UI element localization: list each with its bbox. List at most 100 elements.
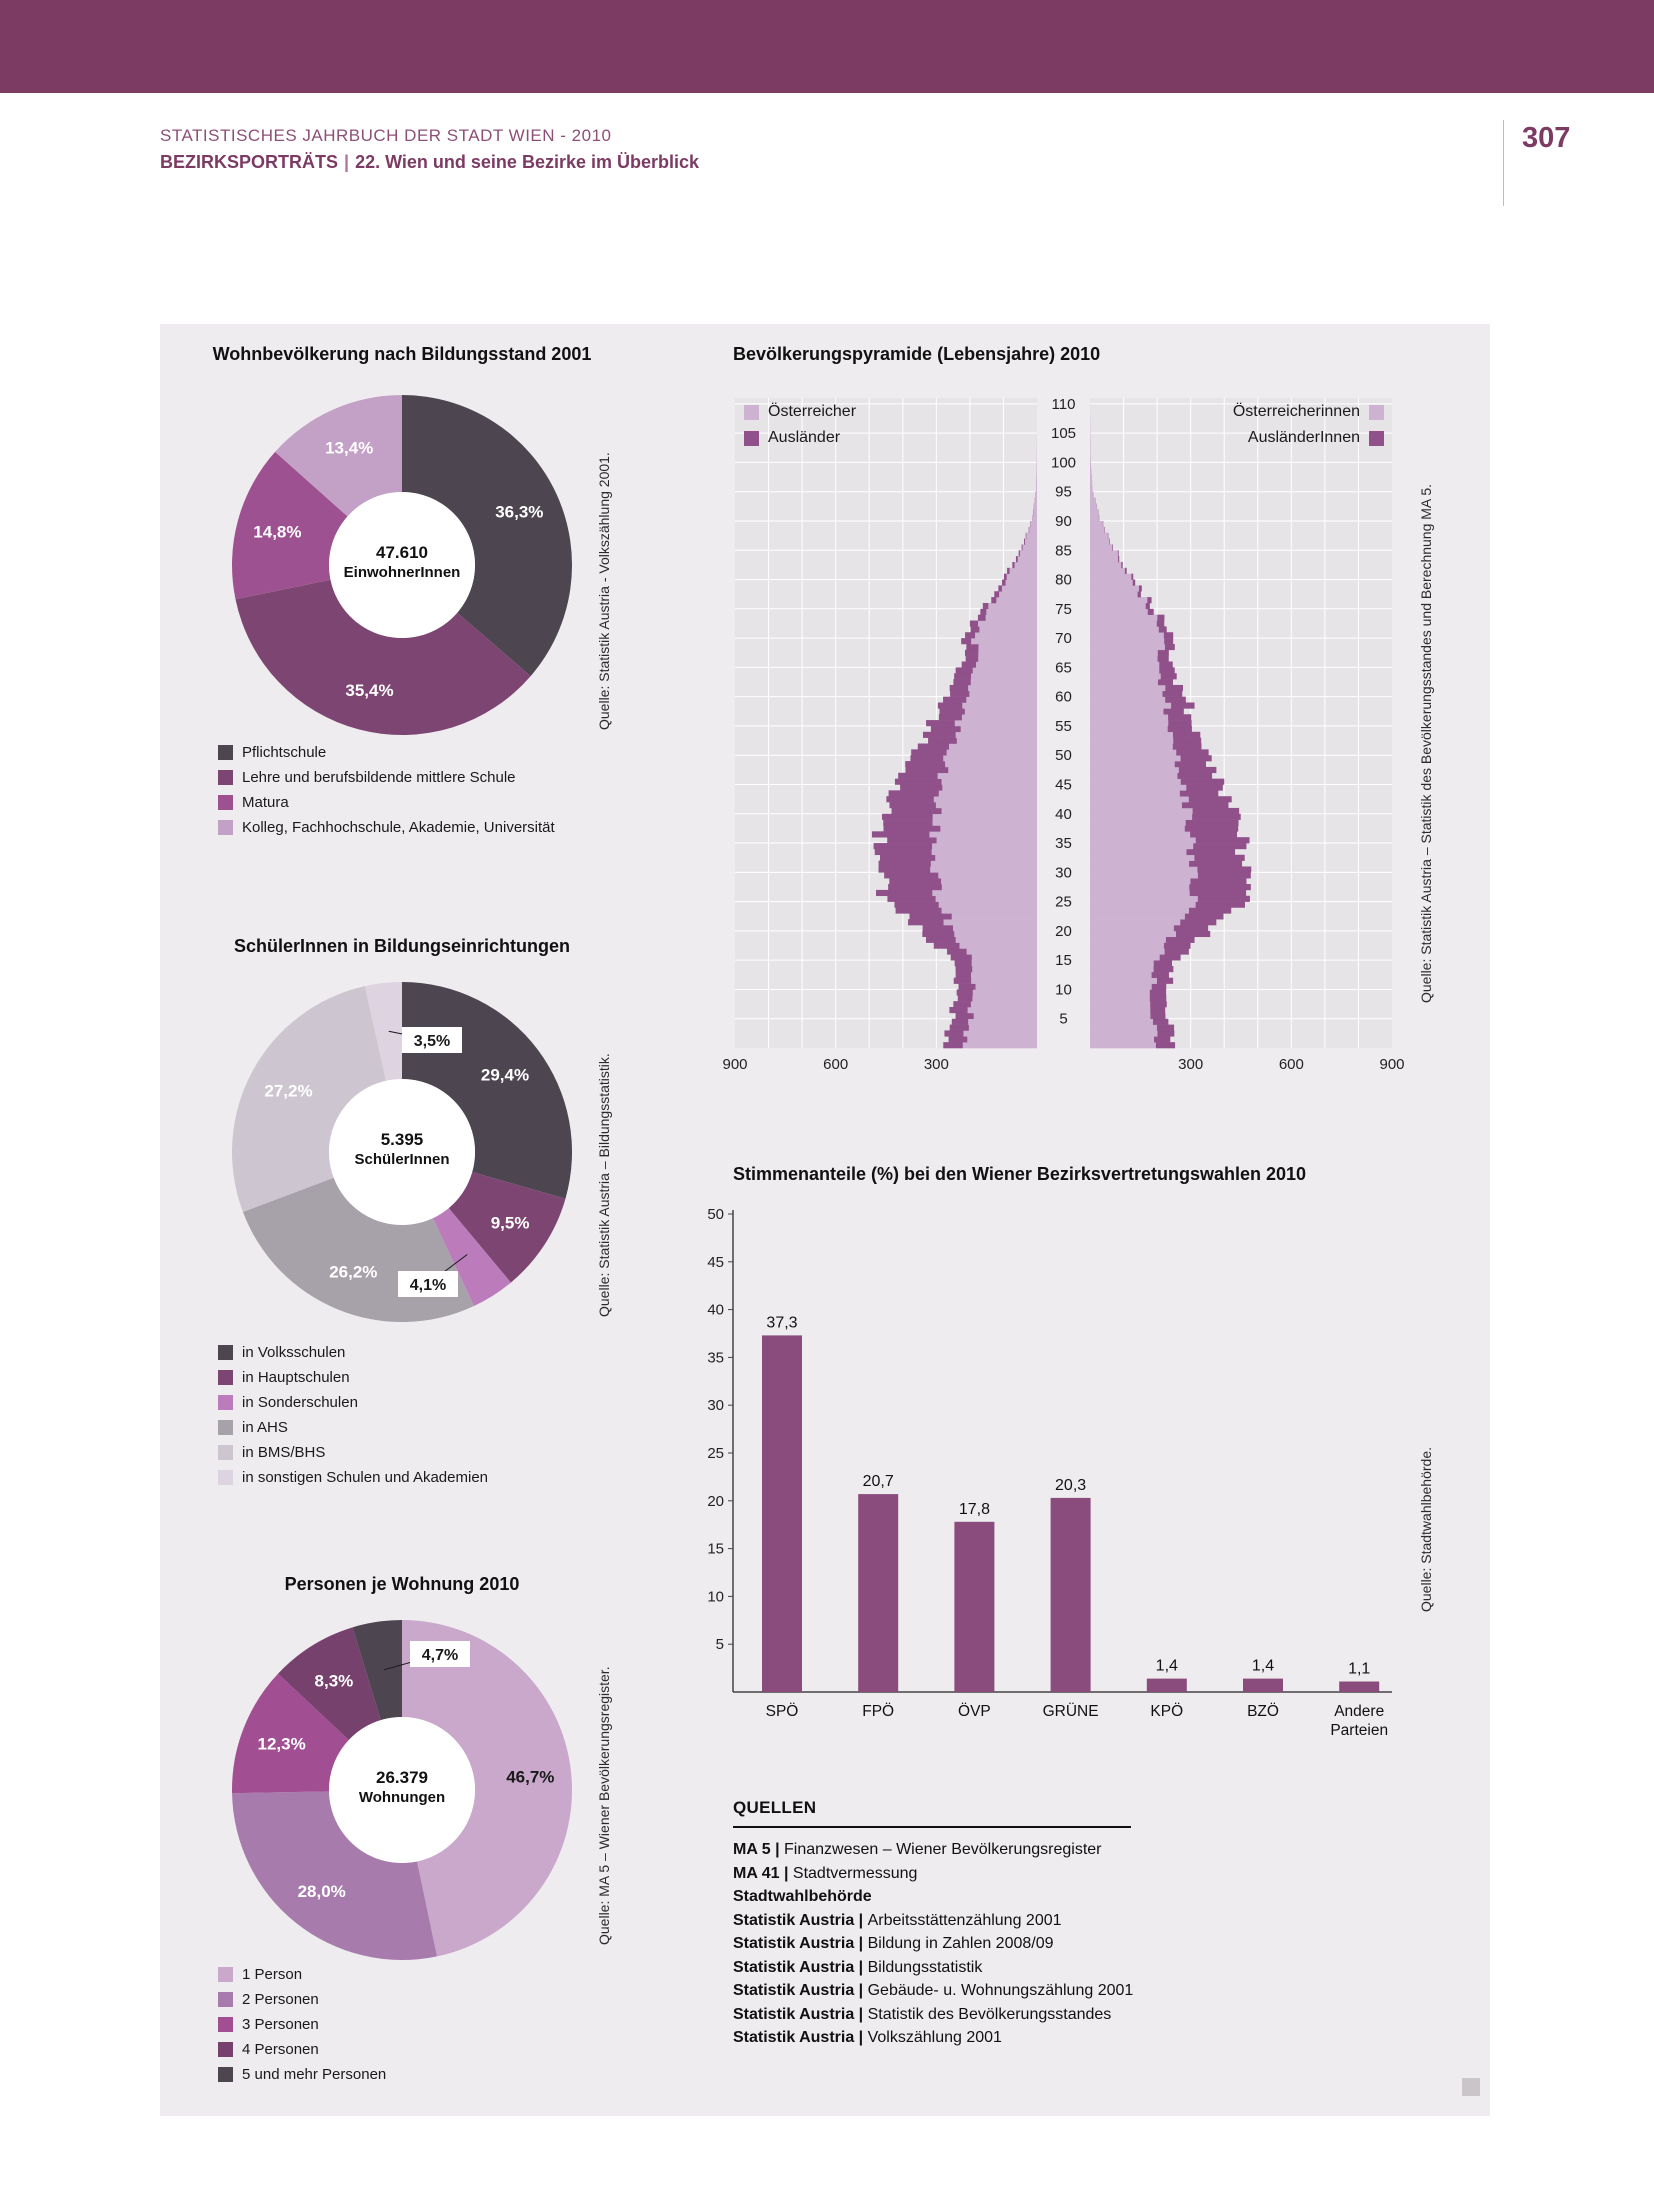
bildungsstand-slice-label: 13,4% (325, 438, 373, 457)
legend-label: 4 Personen (242, 2041, 319, 2058)
source-entry-separator: | (854, 1935, 868, 1952)
source-entry-separator: | (779, 1864, 793, 1882)
schueler-slice-4 (231, 986, 387, 1212)
elections-category-label: FPÖ (862, 1702, 894, 1720)
students-donut-chart: 29,4% 9,5% 26,2% 27,2% 4,1% 3,5% (231, 982, 573, 1323)
bildungsstand-slice-label: 14,8% (253, 523, 301, 542)
source-entry-6: Statistik Austria | Gebäude- u. Wohnungs… (733, 1979, 1213, 2003)
elections-bar-value: 1,4 (1252, 1658, 1274, 1675)
students-total: 5.395 (380, 1130, 424, 1149)
education-chart-title: Wohnbevölkerung nach Bildungsstand 2001 (212, 344, 592, 364)
population-pyramid-chart: 5 10 15 20 25 30 35 40 45 50 55 60 65 70 75 80 85 90 95 100… (735, 396, 1392, 1049)
legend-swatch (218, 820, 233, 835)
sources-block: QUELLEN MA 5 | Finanzwesen – Wiener Bevö… (733, 1798, 1213, 2050)
legend-swatch (218, 1420, 233, 1435)
source-entry-7: Statistik Austria | Statistik des Bevölk… (733, 2003, 1213, 2027)
legend-label: Matura (242, 794, 289, 811)
pyramid-x-tick: 900 (1379, 1056, 1405, 1073)
education-total-label: EinwohnerInnen (343, 564, 461, 581)
legend-swatch (218, 770, 233, 785)
dwellings-legend-item-3: 4 Personen (218, 2041, 386, 2058)
elections-bar-3 (1050, 1497, 1091, 1692)
wohnungen-slice-1 (232, 1791, 437, 1961)
legend-label: 2 Personen (242, 1991, 319, 2008)
pyramid-age-tick: 75 (1055, 601, 1072, 618)
schueler-slice-label: 29,4% (481, 1065, 529, 1084)
legend-label: Österreicherinnen (1232, 403, 1360, 420)
legend-label: 5 und mehr Personen (242, 2066, 387, 2083)
source-entry-text: Bildungsstatistik (867, 1958, 983, 1976)
elections-category-label: GRÜNE (1043, 1702, 1099, 1720)
elections-bar-value: 20,7 (863, 1473, 894, 1490)
pyramid-age-tick: 50 (1055, 747, 1072, 764)
source-entry-8: Statistik Austria | Volkszählung 2001 (733, 2026, 1213, 2050)
elections-source: Quelle: Stadtwahlbehörde. (1418, 1447, 1434, 1612)
pyramid-age-tick: 55 (1055, 718, 1072, 735)
source-entry-separator: | (854, 1958, 868, 1976)
legend-swatch (218, 1395, 233, 1410)
dwellings-legend-item-1: 2 Personen (218, 1991, 386, 2008)
wohnungen-slice-3 (278, 1627, 381, 1741)
source-entry-separator: | (854, 1982, 868, 1999)
education-legend-item-1: Lehre und berufsbildende mittlere Schule (218, 769, 555, 786)
pyramid-legend-left-item-1: Ausländer (744, 429, 856, 447)
students-chart-title: SchülerInnen in Bildungseinrichtungen (233, 936, 570, 956)
pyramid-age-tick: 25 (1055, 894, 1072, 911)
pyramid-x-tick: 600 (1278, 1056, 1304, 1073)
legend-label: AusländerInnen (1247, 429, 1360, 446)
students-source: Quelle: Statistik Austria – Bildungsstat… (596, 1053, 612, 1317)
source-entry-text: Finanzwesen – Wiener Bevölkerungsregiste… (784, 1841, 1102, 1858)
dwellings-legend-item-0: 1 Person (218, 1966, 386, 1983)
schueler-slice-label: 27,2% (264, 1082, 312, 1101)
schueler-slice-label: 9,5% (491, 1213, 530, 1232)
source-entry-label: MA 41 (733, 1864, 780, 1882)
source-entry-label: Stadtwahlbehörde (733, 1888, 872, 1905)
wohnungen-slice-0 (402, 1620, 573, 1957)
elections-bar-4 (1146, 1678, 1187, 1692)
legend-label: in Hauptschulen (242, 1369, 350, 1386)
legend-label: in sonstigen Schulen und Akademien (242, 1469, 489, 1486)
wohnungen-slice-label: 4,7% (422, 1647, 458, 1664)
legend-swatch (218, 2017, 233, 2032)
source-entry-text: Bildung in Zahlen 2008/09 (867, 1935, 1054, 1952)
elections-category-label: ÖVP (958, 1702, 991, 1720)
legend-swatch (218, 1967, 233, 1982)
dwellings-chart-title: Personen je Wohnung 2010 (284, 1574, 520, 1594)
pyramid-legend-right-item-0: Österreicherinnen (1140, 403, 1384, 421)
pyramid-age-tick: 20 (1055, 923, 1072, 940)
pyramid-age-tick: 110 (1052, 396, 1076, 413)
source-entry-text: Gebäude- u. Wohnungszählung 2001 (867, 1982, 1134, 1999)
dwellings-donut-center: 26.379 Wohnungen (320, 1768, 484, 1808)
students-donut-center: 5.395 SchülerInnen (320, 1130, 484, 1170)
legend-label: Kolleg, Fachhochschule, Akademie, Univer… (242, 819, 555, 836)
legend-swatch (218, 745, 233, 760)
pyramid-age-tick: 15 (1055, 952, 1072, 969)
sources-title: QUELLEN (733, 1798, 817, 1817)
pyramid-chart-title: Bevölkerungspyramide (Lebensjahre) 2010 (733, 344, 1101, 364)
source-entry-label: Statistik Austria (733, 2029, 855, 2046)
wohnungen-slice-label: 28,0% (298, 1882, 346, 1901)
wohnungen-slice-2 (232, 1673, 349, 1794)
source-entry-label: MA 5 (733, 1841, 771, 1858)
source-entry-label: Statistik Austria (733, 2005, 855, 2023)
elections-bar-value: 20,3 (1055, 1477, 1086, 1494)
elections-y-tick: 50 (707, 1206, 724, 1223)
source-entry-separator: | (854, 1911, 868, 1929)
education-donut-center: 47.610 EinwohnerInnen (320, 543, 484, 583)
education-legend-item-3: Kolleg, Fachhochschule, Akademie, Univer… (218, 819, 555, 836)
students-legend-item-0: in Volksschulen (218, 1344, 488, 1361)
legend-swatch (218, 1445, 233, 1460)
dwellings-legend: 1 Person 2 Personen 3 Personen 4 Personen 5 … (218, 1966, 386, 2091)
elections-bar-1 (858, 1494, 899, 1692)
source-entry-separator: | (854, 2029, 868, 2046)
sources-list: MA 5 | Finanzwesen – Wiener Bevölkerungs… (733, 1838, 1213, 2050)
pyramid-x-axis: 300 600 900 300 600 900 (0, 1056, 1654, 1076)
dwellings-legend-item-4: 5 und mehr Personen (218, 2066, 386, 2083)
elections-y-tick: 20 (707, 1493, 724, 1510)
schueler-donut-hole (329, 1079, 475, 1225)
dwellings-total-label: Wohnungen (358, 1789, 446, 1806)
pyramid-source: Quelle: Statistik Austria – Statistik de… (1418, 483, 1434, 1003)
source-entry-text: Arbeitsstättenzählung 2001 (867, 1911, 1062, 1929)
elections-bar-chart: 5 10 15 20 25 30 35 40 45 50 37,3 SPÖ 20,7 FPÖ 17,8 ÖVP… (707, 1206, 1392, 1739)
